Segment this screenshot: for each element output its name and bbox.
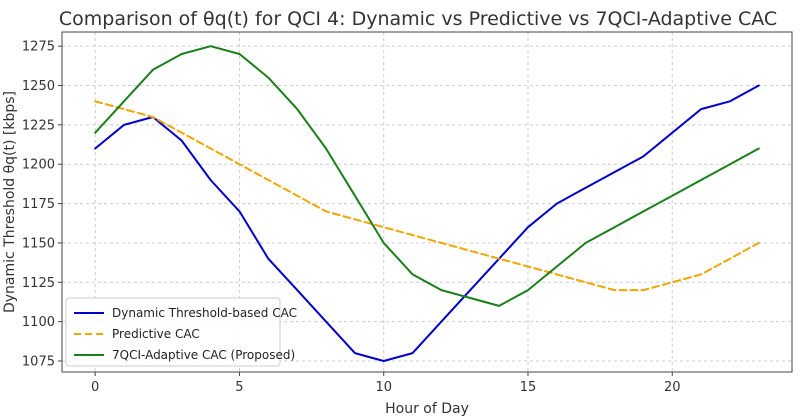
y-tick-label: 1225: [22, 118, 55, 133]
y-tick-label: 1125: [22, 276, 55, 291]
legend-label: Predictive CAC: [112, 327, 200, 341]
y-tick-label: 1275: [22, 40, 55, 55]
y-tick-label: 1075: [22, 354, 55, 369]
y-tick-label: 1200: [22, 158, 55, 173]
legend-box: [65, 297, 281, 367]
x-tick-label: 5: [235, 380, 243, 395]
y-tick-label: 1100: [22, 315, 55, 330]
axis-ticks: 0 5 10 15 20 1075 1100 1125 1150 1175 1200 1225 1250…: [22, 40, 681, 395]
legend: Dynamic Threshold-based CAC Predictive CA…: [65, 297, 297, 367]
y-axis-label: Dynamic Threshold θq(t) [kbps]: [2, 91, 18, 313]
chart-title: Comparison of θq(t) for QCI 4: Dynamic v…: [59, 8, 777, 30]
y-tick-label: 1250: [22, 79, 55, 94]
series-line-3: [94, 45, 760, 307]
series-line-2: [94, 100, 760, 292]
legend-label: 7QCI-Adaptive CAC (Proposed): [112, 348, 295, 362]
series-line-1: [94, 84, 760, 362]
x-tick-label: 0: [91, 380, 99, 395]
plot-frame: [61, 31, 793, 373]
x-tick-label: 20: [664, 380, 681, 395]
x-tick-label: 15: [520, 380, 537, 395]
x-tick-label: 10: [375, 380, 392, 395]
y-tick-label: 1175: [22, 197, 55, 212]
legend-label: Dynamic Threshold-based CAC: [112, 306, 297, 320]
x-axis-label: Hour of Day: [385, 401, 469, 417]
y-tick-label: 1150: [22, 236, 55, 251]
series-lines: [94, 45, 760, 362]
